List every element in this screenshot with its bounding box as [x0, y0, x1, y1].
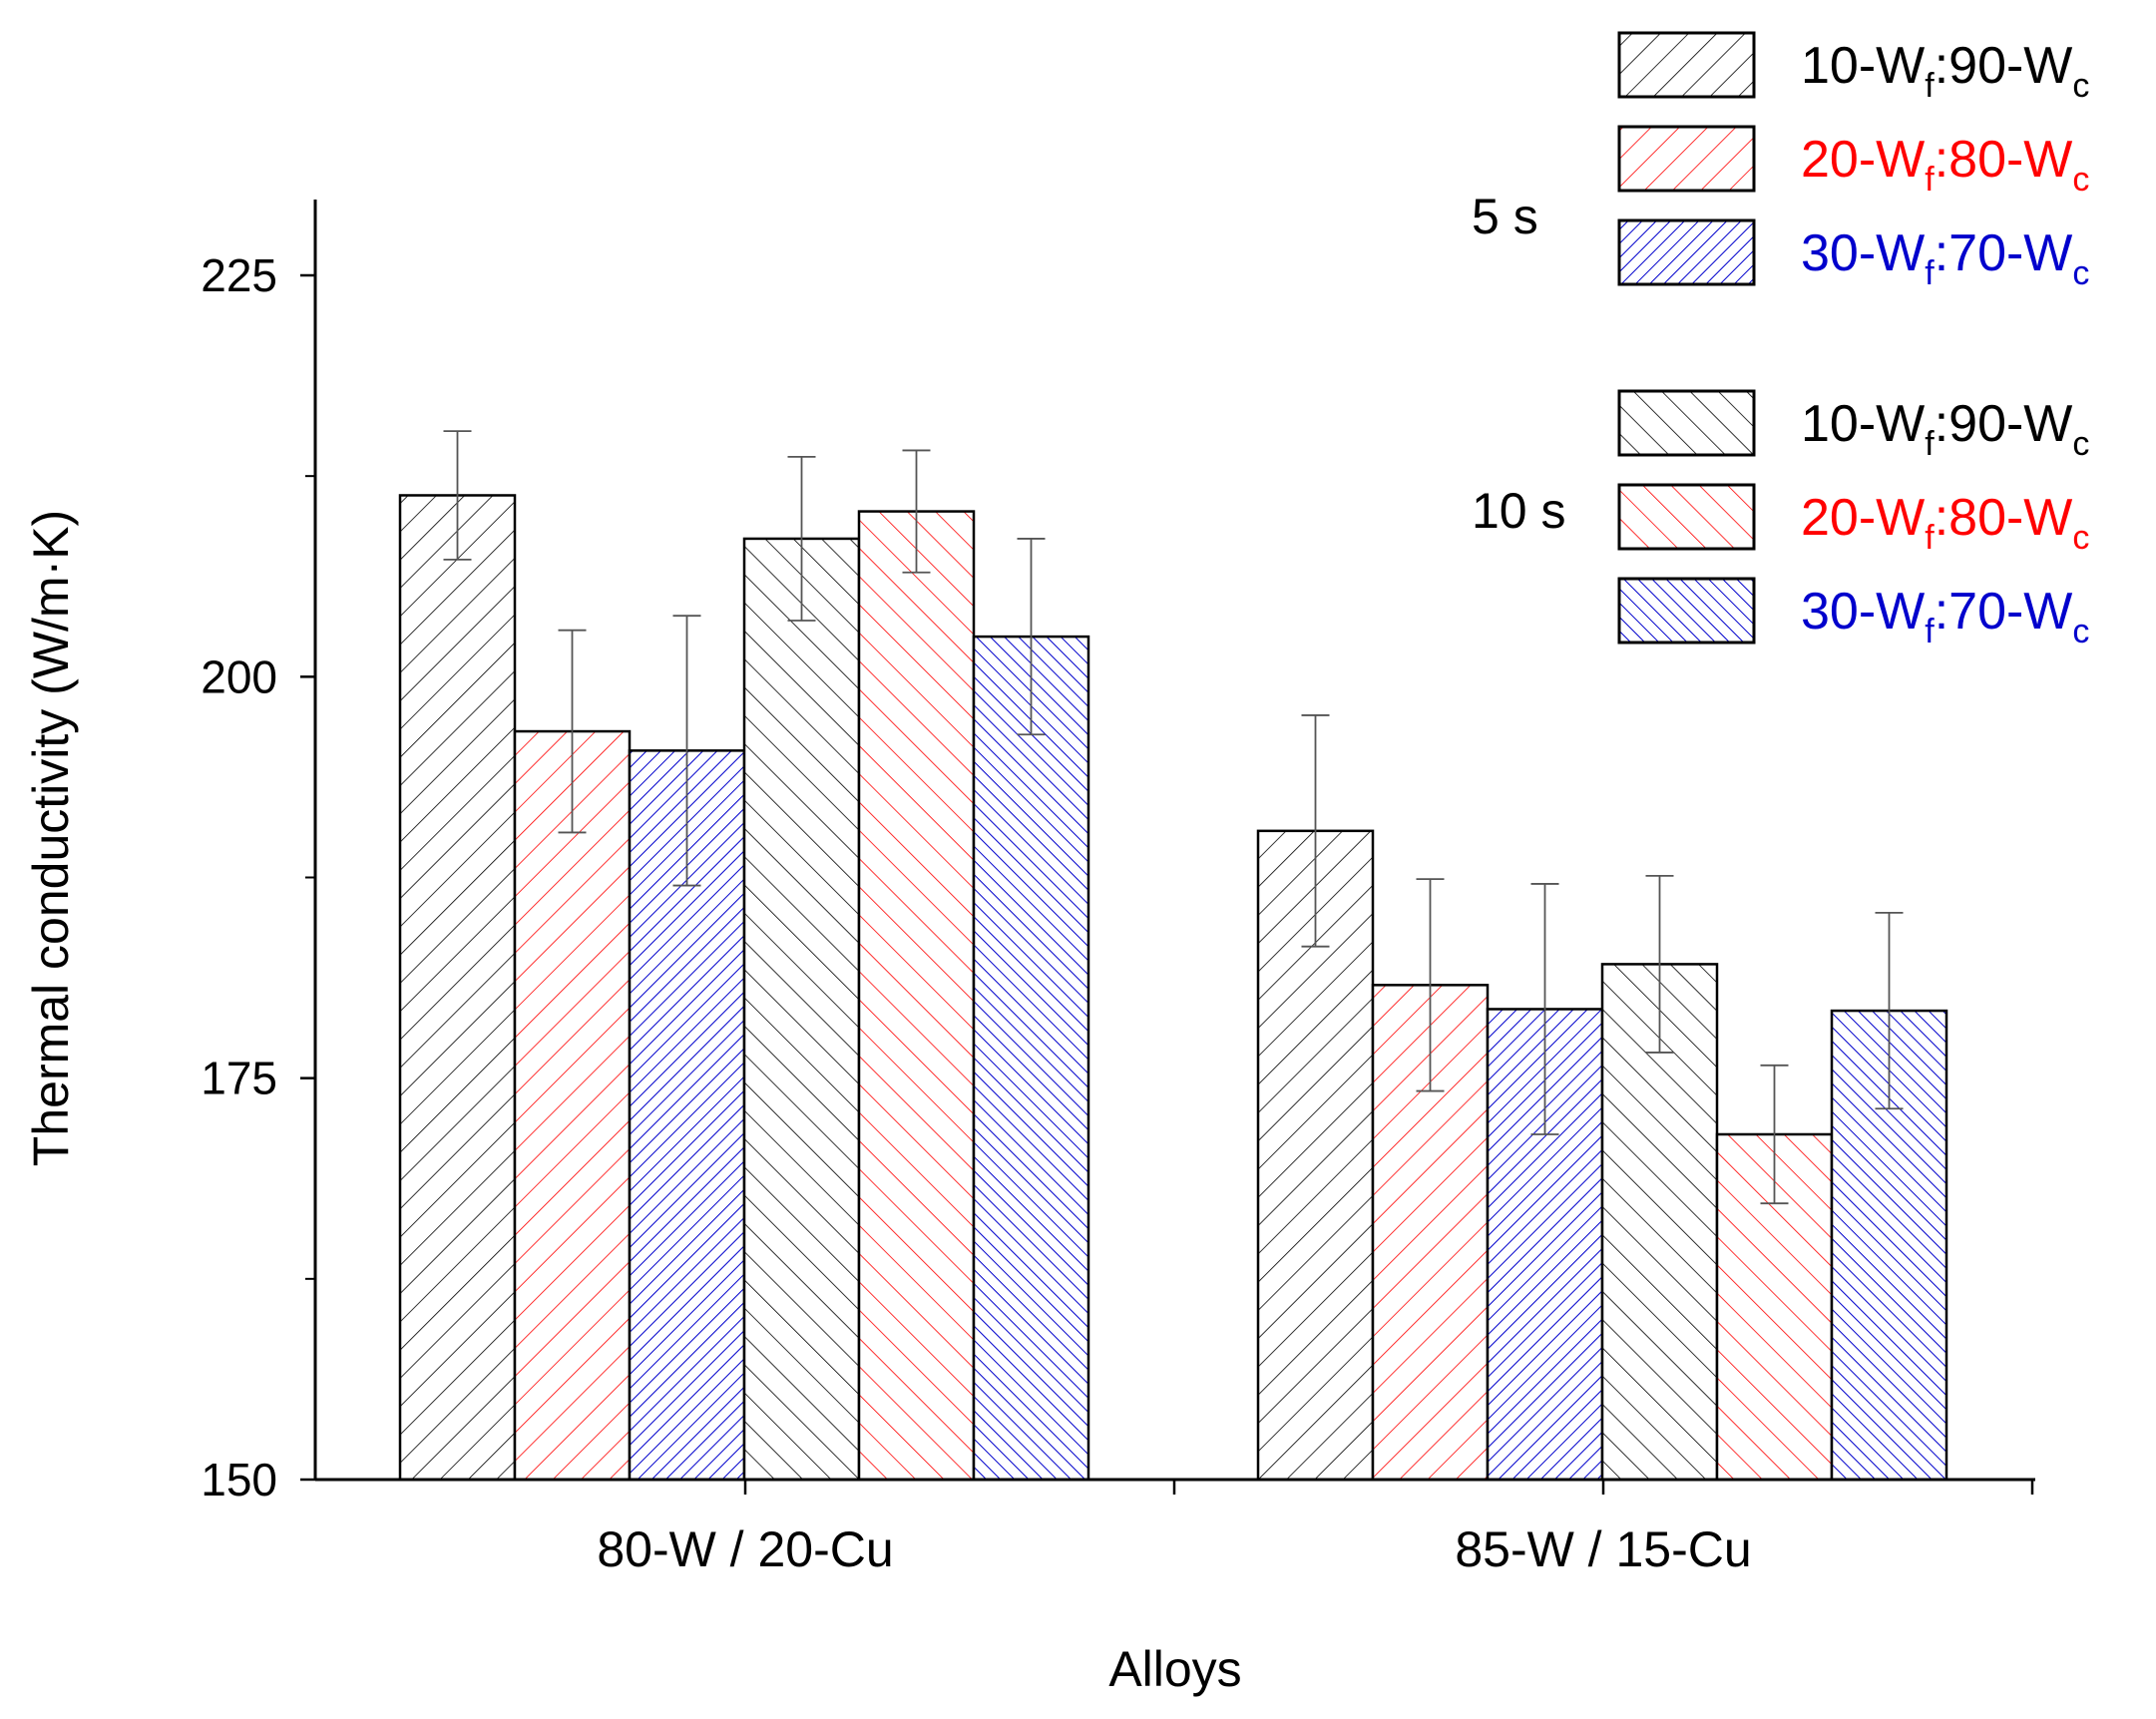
- legend-swatch-1-1: [1617, 31, 1756, 99]
- legend-text: 10-W: [1801, 37, 1925, 95]
- legend-swatch-2-3: [1617, 577, 1756, 645]
- legend-text: :70-W: [1935, 583, 2073, 641]
- legend-subscript: c: [2072, 613, 2089, 650]
- legend-group-label-2: 10 s: [1472, 483, 1566, 539]
- error-bar-1-5: [902, 449, 931, 574]
- error-bar-1-4: [787, 455, 816, 622]
- legend-label-1-2: 20-Wf:80-Wc: [1801, 131, 2089, 199]
- legend-text: 30-W: [1801, 224, 1925, 282]
- legend-text: :80-W: [1935, 489, 2073, 547]
- legend-swatch-2-1: [1617, 389, 1756, 457]
- y-tick-label-175: 175: [201, 1053, 277, 1104]
- legend-text: :90-W: [1935, 37, 2073, 95]
- legend-label-2-3: 30-Wf:70-Wc: [1801, 583, 2089, 650]
- legend-subscript: c: [2072, 161, 2089, 199]
- bar-1-6: [972, 635, 1090, 1482]
- error-bar-1-2: [558, 629, 587, 834]
- error-bars-layer: [443, 430, 1904, 1205]
- y-tick-label-150: 150: [201, 1454, 277, 1505]
- error-bar-2-4: [1645, 874, 1674, 1054]
- error-bar-2-5: [1760, 1064, 1789, 1205]
- legend-text: 30-W: [1801, 583, 1925, 641]
- legend-text: :70-W: [1935, 224, 2073, 282]
- legend-text: :90-W: [1935, 395, 2073, 453]
- legend-swatch-1-3: [1617, 218, 1756, 286]
- legend-subscript: f: [1925, 425, 1935, 463]
- legend-text: 10-W: [1801, 395, 1925, 453]
- legend-subscript: f: [1925, 161, 1935, 199]
- legend-subscript: f: [1925, 613, 1935, 650]
- legend-text: 20-W: [1801, 131, 1925, 189]
- error-bar-1-3: [672, 615, 701, 887]
- legend-subscript: f: [1925, 519, 1935, 557]
- bar-1-1: [398, 494, 517, 1482]
- error-bar-1-1: [443, 430, 472, 561]
- legend-label-2-1: 10-Wf:90-Wc: [1801, 395, 2089, 463]
- legend-subscript: c: [2072, 425, 2089, 463]
- x-tick-label-2: 85-W / 15-Cu: [1455, 1521, 1751, 1577]
- legend-swatch-2-2: [1617, 483, 1756, 551]
- error-bar-2-6: [1875, 912, 1904, 1110]
- ticks-layer: 150 175 200 225 80-W / 20-Cu 85-W / 15-Cu: [201, 249, 2034, 1577]
- error-bar-2-1: [1301, 714, 1330, 948]
- legend-subscript: f: [1925, 67, 1935, 105]
- x-axis-title: Alloys: [1108, 1641, 1241, 1697]
- legend-text: :80-W: [1935, 131, 2073, 189]
- bar-1-2: [513, 729, 632, 1482]
- legend-subscript: c: [2072, 67, 2089, 105]
- y-axis-title: Thermal conductivity (W/m·K): [23, 510, 79, 1166]
- legend-label-1-3: 30-Wf:70-Wc: [1801, 224, 2089, 292]
- legend-text: 20-W: [1801, 489, 1925, 547]
- y-tick-label-225: 225: [201, 249, 277, 301]
- legend-subscript: c: [2072, 254, 2089, 292]
- legend-subscript: c: [2072, 519, 2089, 557]
- y-tick-label-200: 200: [201, 650, 277, 702]
- error-bar-2-3: [1530, 883, 1559, 1135]
- legend-group-label-1: 5 s: [1472, 189, 1538, 244]
- bars-layer: [398, 494, 1948, 1482]
- legend-label-1-1: 10-Wf:90-Wc: [1801, 37, 2089, 105]
- bar-1-5: [857, 510, 976, 1482]
- bar-1-4: [742, 537, 861, 1482]
- x-tick-label-1: 80-W / 20-Cu: [597, 1521, 893, 1577]
- error-bar-2-2: [1416, 878, 1445, 1092]
- legend-label-2-2: 20-Wf:80-Wc: [1801, 489, 2089, 557]
- error-bar-1-6: [1017, 538, 1046, 736]
- legend-subscript: f: [1925, 254, 1935, 292]
- legend-swatch-1-2: [1617, 125, 1756, 193]
